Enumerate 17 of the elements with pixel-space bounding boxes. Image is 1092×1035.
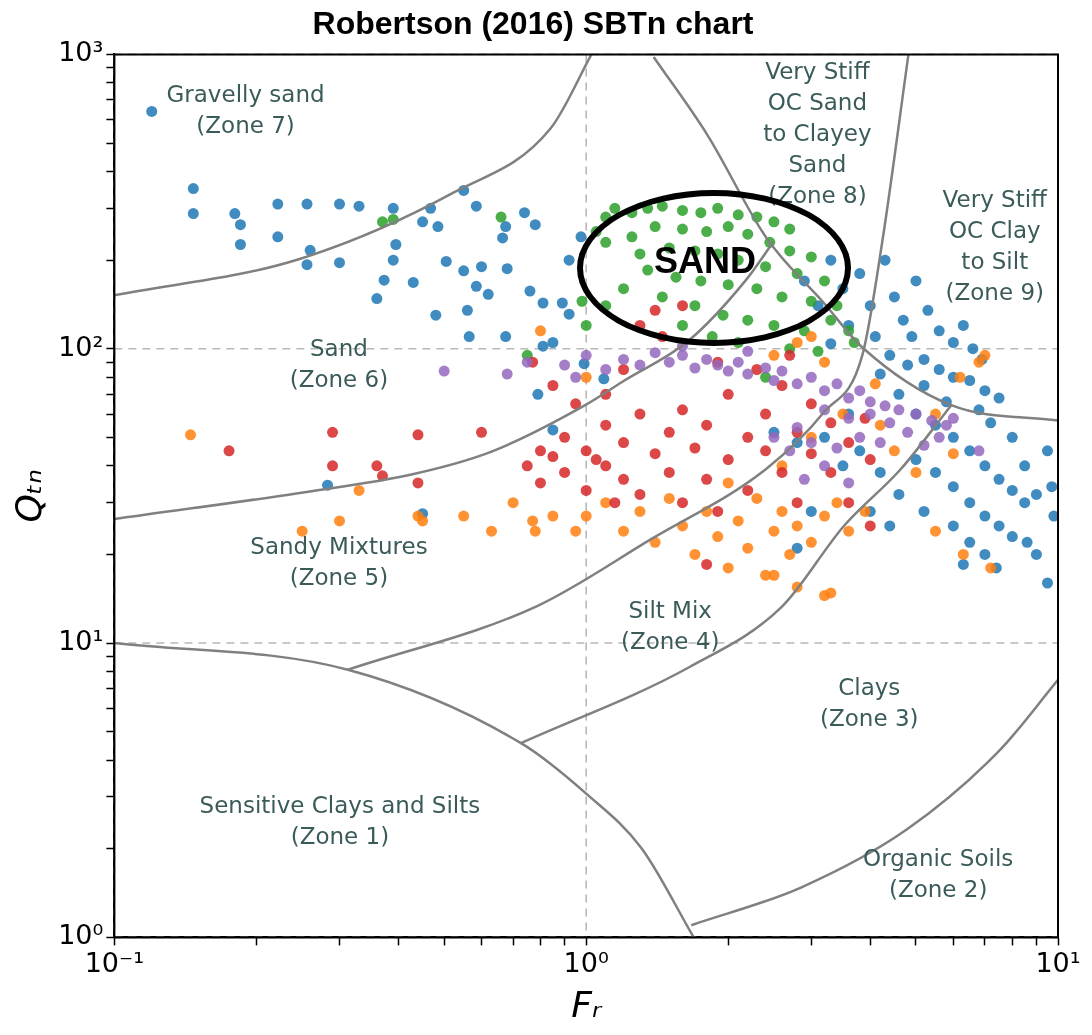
y-axis-title: Qₜₙ [7,469,49,523]
chart-title: Robertson (2016) SBTn chart [312,5,754,42]
annotation: Gravelly sand (Zone 7) [166,81,325,139]
annotation: Sensitive Clays and Silts (Zone 1) [199,792,481,850]
annotation: Sandy Mixtures (Zone 5) [250,533,428,591]
y-tick-label: 10¹ [58,625,104,657]
y-tick-label: 10³ [58,36,104,68]
annotation: Very Stiff OC Clay to Silt (Zone 9) [942,186,1049,306]
annotation: Organic Soils (Zone 2) [863,845,1014,903]
annotation: SAND [654,239,757,281]
x-axis-title: Fᵣ [571,983,603,1025]
annotation: Sand (Zone 6) [289,334,389,392]
x-tick-label: 10⁰ [563,946,609,978]
annotation: Clays (Zone 3) [820,673,919,731]
annotation: Silt Mix (Zone 4) [620,596,720,654]
y-tick-label: 10² [58,330,104,362]
x-tick-label: 10¹ [1035,946,1081,978]
